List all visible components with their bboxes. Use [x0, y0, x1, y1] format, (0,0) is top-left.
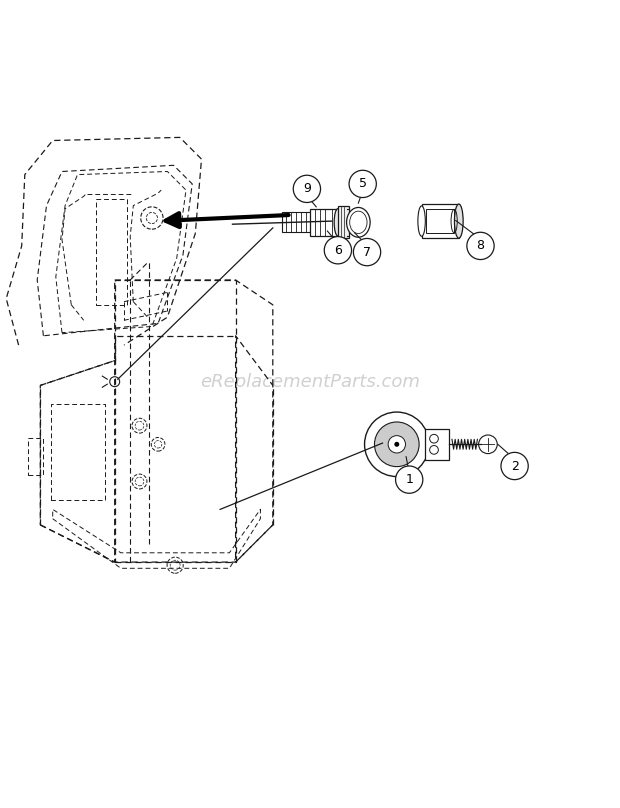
Bar [310, 208, 338, 236]
Bar [282, 213, 329, 232]
Circle shape [349, 170, 376, 197]
Circle shape [467, 232, 494, 259]
Bar [422, 204, 459, 238]
Circle shape [430, 445, 438, 454]
Text: 6: 6 [334, 244, 342, 257]
Ellipse shape [334, 208, 342, 236]
Circle shape [132, 419, 147, 433]
Circle shape [394, 442, 399, 447]
Text: eReplacementParts.com: eReplacementParts.com [200, 373, 420, 391]
Text: 5: 5 [359, 178, 366, 191]
Text: 7: 7 [363, 246, 371, 259]
Circle shape [430, 435, 438, 443]
Circle shape [167, 558, 184, 573]
Text: 2: 2 [511, 460, 518, 473]
Ellipse shape [418, 206, 425, 236]
Ellipse shape [325, 213, 332, 232]
Bar [338, 206, 349, 238]
Circle shape [132, 474, 147, 489]
Circle shape [365, 412, 429, 477]
Circle shape [110, 377, 120, 387]
Circle shape [501, 452, 528, 480]
Circle shape [293, 175, 321, 203]
Circle shape [479, 435, 497, 453]
Circle shape [353, 238, 381, 266]
Text: 9: 9 [303, 183, 311, 196]
Bar [427, 209, 454, 233]
Circle shape [151, 437, 165, 451]
Circle shape [374, 422, 419, 467]
Circle shape [324, 237, 352, 264]
Ellipse shape [454, 204, 463, 238]
Circle shape [388, 436, 405, 453]
Text: 8: 8 [477, 239, 484, 252]
Text: 1: 1 [405, 473, 413, 486]
Ellipse shape [347, 208, 370, 238]
Bar [425, 429, 449, 460]
Circle shape [396, 466, 423, 493]
